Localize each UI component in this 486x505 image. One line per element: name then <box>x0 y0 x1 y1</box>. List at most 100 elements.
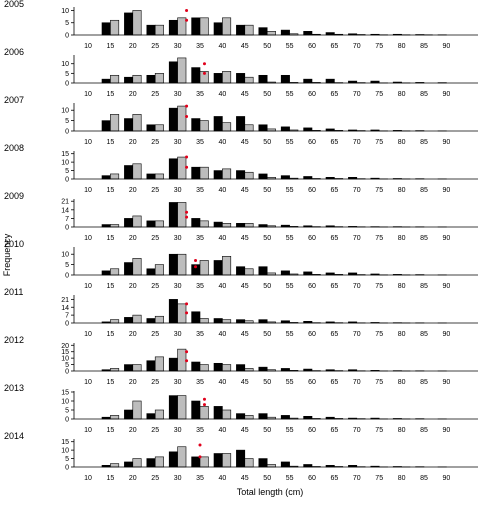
panel-year-label: 2006 <box>4 47 24 57</box>
x-tick-label: 85 <box>420 379 428 386</box>
x-tick-label: 40 <box>219 187 227 194</box>
y-tick-label: 10 <box>61 61 69 68</box>
x-tick-label: 80 <box>398 283 406 290</box>
panel-year-label: 2009 <box>4 191 24 201</box>
bar <box>245 172 253 179</box>
red-marker-point <box>185 216 188 219</box>
bar <box>169 62 177 83</box>
x-tick-label: 60 <box>308 91 316 98</box>
x-tick-label: 35 <box>196 331 204 338</box>
bar <box>236 450 244 467</box>
bar <box>178 58 186 83</box>
bar <box>281 462 289 467</box>
y-tick-label: 10 <box>61 160 69 167</box>
x-tick-label: 10 <box>84 427 92 434</box>
bar <box>102 176 110 179</box>
bar <box>133 258 141 275</box>
x-tick-label: 20 <box>129 379 137 386</box>
x-tick-label: 15 <box>107 427 115 434</box>
x-tick-label: 70 <box>353 235 361 242</box>
panel-year-label: 2008 <box>4 143 24 153</box>
bar <box>214 222 222 227</box>
x-tick-label: 10 <box>84 283 92 290</box>
bar <box>102 79 110 83</box>
bar <box>245 459 253 467</box>
x-tick-label: 55 <box>286 379 294 386</box>
bar <box>110 174 118 179</box>
bar <box>155 457 163 467</box>
x-tick-label: 70 <box>353 139 361 146</box>
bar <box>169 254 177 275</box>
x-tick-label: 75 <box>375 331 383 338</box>
x-tick-label: 85 <box>420 43 428 50</box>
bar <box>200 121 208 131</box>
red-marker-point <box>203 398 206 401</box>
x-tick-label: 30 <box>174 91 182 98</box>
y-tick-label: 7 <box>65 216 69 223</box>
bar <box>214 363 222 371</box>
bar <box>110 114 118 131</box>
red-marker-point <box>194 265 197 268</box>
y-tick-label: 0 <box>65 225 69 232</box>
bar <box>178 349 186 371</box>
x-tick-label: 55 <box>286 43 294 50</box>
x-tick-label: 40 <box>219 427 227 434</box>
x-tick-label: 55 <box>286 139 294 146</box>
x-tick-label: 40 <box>219 235 227 242</box>
bar <box>110 415 118 419</box>
bar <box>326 79 334 83</box>
x-tick-label: 70 <box>353 379 361 386</box>
bar <box>281 127 289 131</box>
bar <box>245 269 253 275</box>
bar <box>124 365 132 371</box>
panel-year-label: 2012 <box>4 335 24 345</box>
y-axis-label: Frequency <box>2 233 12 276</box>
red-marker-point <box>185 156 188 159</box>
red-marker-point <box>185 311 188 314</box>
y-tick-label: 0 <box>65 81 69 88</box>
x-tick-label: 65 <box>331 139 339 146</box>
x-tick-label: 70 <box>353 283 361 290</box>
x-tick-label: 40 <box>219 139 227 146</box>
x-tick-label: 45 <box>241 427 249 434</box>
bar <box>155 221 163 227</box>
x-tick-label: 10 <box>84 187 92 194</box>
x-tick-label: 10 <box>84 475 92 482</box>
x-tick-label: 40 <box>219 283 227 290</box>
x-tick-label: 50 <box>263 139 271 146</box>
bar <box>178 396 186 419</box>
x-tick-label: 10 <box>84 43 92 50</box>
bar <box>102 271 110 275</box>
bar <box>236 116 244 131</box>
bar <box>147 269 155 275</box>
y-tick-label: 20 <box>61 343 69 350</box>
bar <box>124 462 132 467</box>
bar <box>178 157 186 179</box>
x-tick-label: 15 <box>107 475 115 482</box>
bar <box>110 269 118 275</box>
x-tick-label: 65 <box>331 91 339 98</box>
x-tick-label: 80 <box>398 331 406 338</box>
bar <box>178 447 186 467</box>
bar <box>155 410 163 419</box>
bar <box>236 25 244 35</box>
x-tick-label: 60 <box>308 139 316 146</box>
bar <box>200 260 208 275</box>
bar <box>169 202 177 227</box>
x-tick-label: 40 <box>219 475 227 482</box>
x-tick-label: 50 <box>263 427 271 434</box>
bar <box>178 254 186 275</box>
x-tick-label: 25 <box>151 139 159 146</box>
red-marker-point <box>194 259 197 262</box>
x-tick-label: 20 <box>129 91 137 98</box>
x-tick-label: 35 <box>196 427 204 434</box>
bar <box>236 320 244 323</box>
bar <box>281 415 289 419</box>
red-marker-point <box>185 115 188 118</box>
x-tick-label: 65 <box>331 427 339 434</box>
y-tick-label: 5 <box>65 118 69 125</box>
x-tick-label: 50 <box>263 475 271 482</box>
